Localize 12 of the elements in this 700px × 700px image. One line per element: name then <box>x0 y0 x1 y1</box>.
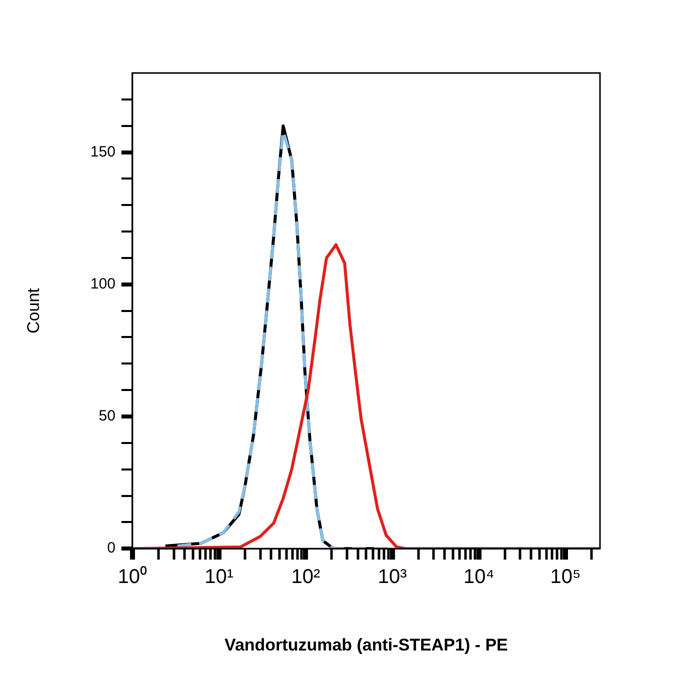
y-tick-label: 0 <box>107 540 116 557</box>
x-tick-label: 10¹ <box>204 566 234 588</box>
x-tick-label: 10⁰ <box>118 565 148 588</box>
y-axis-title: Count <box>24 288 43 334</box>
y-tick-label: 100 <box>90 276 116 293</box>
x-tick-label: 10³ <box>378 566 408 588</box>
y-tick-label: 50 <box>98 408 116 425</box>
y-tick-label: 150 <box>90 143 116 160</box>
x-tick-label: 10² <box>291 566 320 588</box>
x-tick-label: 10⁴ <box>463 566 494 588</box>
x-axis-title: Vandortuzumab (anti-STEAP1) - PE <box>224 635 508 654</box>
x-tick-label: 10⁵ <box>550 566 581 588</box>
